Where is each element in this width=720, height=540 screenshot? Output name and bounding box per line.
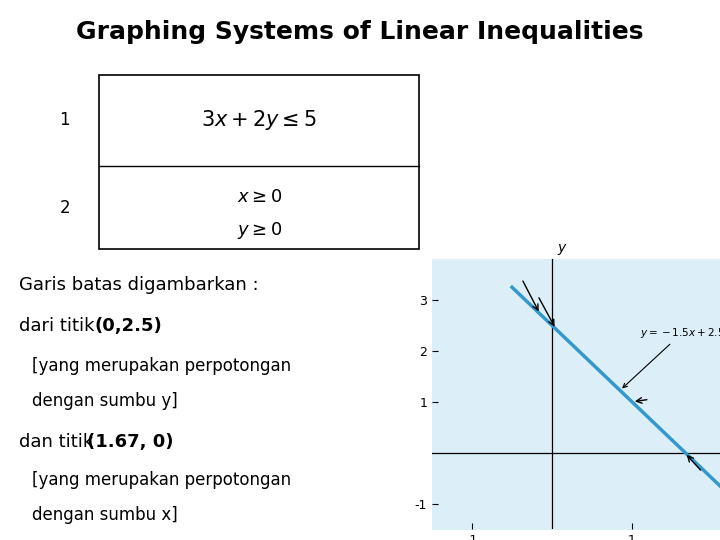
Text: dari titik: dari titik — [19, 317, 100, 335]
Text: 1: 1 — [60, 111, 70, 129]
Text: [yang merupakan perpotongan: [yang merupakan perpotongan — [32, 357, 291, 375]
Text: (1.67, 0): (1.67, 0) — [87, 433, 174, 451]
Text: $x \geq 0$: $x \geq 0$ — [237, 188, 282, 206]
Text: [yang merupakan perpotongan: [yang merupakan perpotongan — [32, 471, 291, 489]
Text: 2: 2 — [60, 199, 70, 217]
Text: (0,2.5): (0,2.5) — [94, 317, 162, 335]
Text: Garis batas digambarkan :: Garis batas digambarkan : — [19, 276, 258, 294]
Text: $y = -1.5x + 2.5$: $y = -1.5x + 2.5$ — [623, 326, 720, 388]
Text: $y$: $y$ — [557, 242, 567, 256]
Text: Graphing Systems of Linear Inequalities: Graphing Systems of Linear Inequalities — [76, 21, 644, 44]
Text: $y \geq 0$: $y \geq 0$ — [237, 220, 282, 240]
Text: dan titik: dan titik — [19, 433, 99, 451]
Bar — [99, 75, 419, 249]
Text: dengan sumbu x]: dengan sumbu x] — [32, 506, 177, 524]
Text: dengan sumbu y]: dengan sumbu y] — [32, 393, 177, 410]
Text: $3x + 2y \leq 5$: $3x + 2y \leq 5$ — [202, 108, 317, 132]
